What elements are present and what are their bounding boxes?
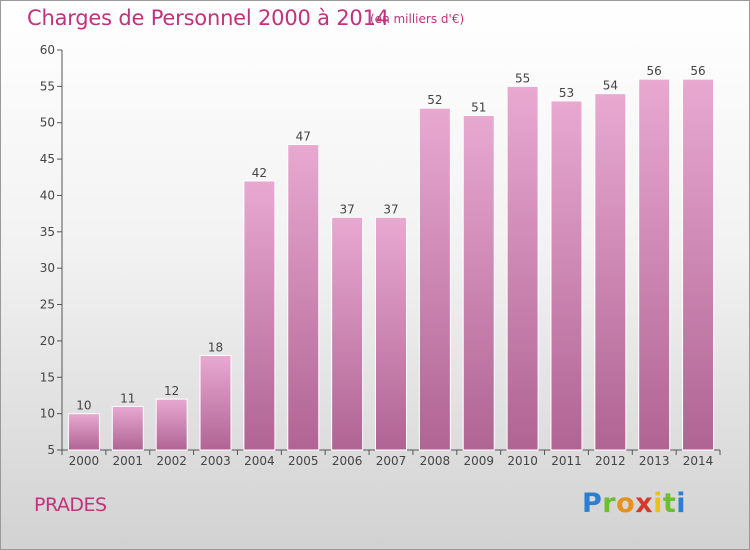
chart-subtitle: (en milliers d'€) [370,12,465,26]
value-label-2002: 12 [164,384,179,398]
chart-title: Charges de Personnel 2000 à 2014 [27,6,389,30]
x-tick-label: 2007 [376,454,407,468]
value-label-2010: 55 [515,71,530,85]
x-tick-label: 2008 [420,454,451,468]
bar-2001 [111,405,144,451]
bar-2008 [418,107,451,451]
x-tick-label: 2014 [683,454,714,468]
value-label-2012: 54 [603,79,618,93]
y-tick-label: 55 [40,79,55,93]
y-tick-label: 60 [40,43,55,57]
value-label-2000: 10 [76,399,91,413]
y-axis: 5 10 15 20 25 30 35 40 45 50 55 60 [40,43,63,457]
y-tick-label: 25 [40,298,55,312]
bar-2003 [199,354,232,451]
value-label-2005: 47 [296,130,311,144]
value-label-2011: 53 [559,86,574,100]
bar-2009 [462,114,495,451]
y-tick-label: 40 [40,188,55,202]
bar-2012 [594,93,627,451]
x-tick-label: 2006 [332,454,363,468]
bar-2000 [67,413,100,451]
x-tick-label: 2005 [288,454,319,468]
y-tick-label: 5 [47,443,55,457]
y-tick-label: 35 [40,225,55,239]
y-tick-label: 30 [40,261,55,275]
x-tick-label: 2000 [69,454,100,468]
bar-2005 [287,144,320,451]
commune-name: PRADES [34,494,107,516]
x-tick-label: 2011 [551,454,582,468]
value-label-2007: 37 [383,202,398,216]
value-label-2014: 56 [690,64,705,78]
x-tick-label: 2004 [244,454,275,468]
bar-2006 [331,216,364,451]
proxiti-logo: Proxiti [582,488,687,519]
y-tick-label: 15 [40,370,55,384]
bar-2014 [682,78,715,451]
value-labels-group: 10 11 12 18 42 47 37 37 52 51 55 53 54 56 56 [76,64,705,413]
value-label-2013: 56 [647,64,662,78]
bar-2002 [155,398,188,451]
x-tick-label: 2009 [463,454,494,468]
y-tick-label: 50 [40,116,55,130]
value-label-2008: 52 [427,93,442,107]
bar-2007 [375,216,407,451]
y-tick-label: 20 [40,334,55,348]
x-tick-label: 2012 [595,454,626,468]
value-label-2001: 11 [120,391,135,405]
value-label-2004: 42 [252,166,267,180]
x-tick-label: 2002 [156,454,187,468]
x-tick-label: 2001 [113,454,144,468]
y-tick-label: 45 [40,152,55,166]
bar-2010 [506,85,539,451]
x-tick-label: 2010 [507,454,538,468]
value-label-2009: 51 [471,100,486,114]
bar-2013 [638,78,671,451]
y-tick-label: 10 [40,407,55,421]
value-label-2006: 37 [339,202,354,216]
x-axis: 2000 2001 2002 2003 2004 2005 2006 2007 2008 2009… [61,449,721,468]
x-tick-label: 2003 [200,454,231,468]
bars-group [67,78,715,451]
value-label-2003: 18 [208,340,223,354]
bar-2004 [243,180,276,451]
x-tick-label: 2013 [639,454,670,468]
bar-2011 [550,100,583,451]
